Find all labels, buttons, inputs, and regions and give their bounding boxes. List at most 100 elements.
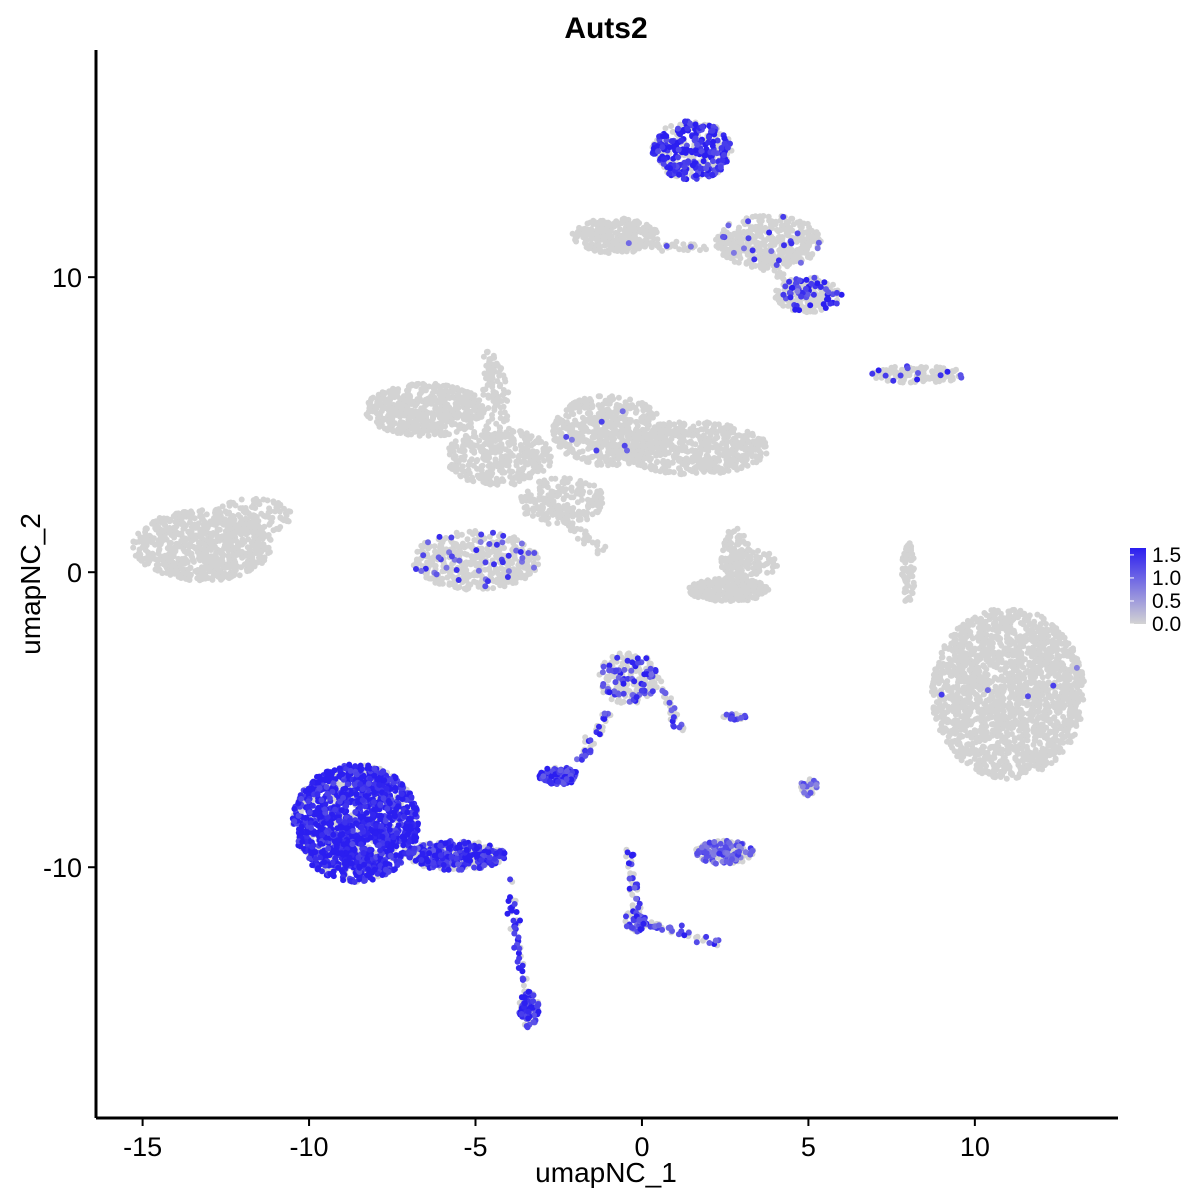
data-point bbox=[158, 519, 165, 526]
data-point bbox=[563, 492, 570, 499]
data-point bbox=[547, 507, 554, 514]
data-point bbox=[1052, 689, 1059, 696]
data-point bbox=[512, 445, 519, 452]
data-point bbox=[633, 407, 640, 414]
data-point bbox=[180, 509, 187, 516]
data-point bbox=[736, 440, 743, 447]
data-point bbox=[674, 445, 681, 452]
data-point bbox=[281, 505, 287, 512]
data-point bbox=[466, 528, 473, 535]
data-point bbox=[469, 555, 476, 562]
data-point bbox=[668, 431, 674, 437]
data-point bbox=[634, 453, 641, 460]
data-point bbox=[581, 454, 587, 461]
data-point bbox=[196, 539, 203, 546]
data-point bbox=[605, 409, 612, 416]
data-point bbox=[727, 594, 734, 601]
data-point bbox=[954, 682, 961, 689]
data-point bbox=[651, 464, 658, 471]
data-point bbox=[536, 479, 542, 485]
data-point bbox=[615, 406, 621, 413]
data-point bbox=[161, 560, 168, 567]
data-point bbox=[622, 399, 629, 406]
data-point bbox=[529, 512, 536, 519]
data-point bbox=[594, 499, 601, 506]
data-point bbox=[199, 507, 206, 514]
data-point bbox=[701, 592, 708, 599]
data-point bbox=[513, 458, 520, 465]
data-point bbox=[505, 389, 512, 396]
data-point bbox=[530, 507, 537, 514]
data-point bbox=[538, 438, 545, 445]
data-point bbox=[756, 438, 763, 445]
data-point bbox=[230, 499, 237, 506]
data-point bbox=[244, 544, 251, 551]
data-point bbox=[756, 447, 763, 454]
data-point bbox=[553, 435, 559, 442]
data-point bbox=[721, 432, 728, 439]
data-point bbox=[703, 423, 710, 430]
data-point bbox=[180, 525, 187, 532]
data-point bbox=[413, 408, 419, 415]
data-point bbox=[526, 459, 533, 466]
data-point bbox=[730, 462, 737, 468]
data-point bbox=[730, 429, 737, 436]
data-point bbox=[493, 461, 500, 468]
data-point bbox=[242, 515, 249, 522]
data-point bbox=[185, 543, 192, 550]
data-point bbox=[612, 427, 619, 434]
data-point bbox=[390, 428, 397, 435]
data-point bbox=[695, 420, 702, 427]
data-point bbox=[441, 432, 448, 439]
data-point bbox=[463, 400, 470, 407]
data-point bbox=[167, 516, 174, 523]
data-point bbox=[374, 410, 381, 417]
data-point bbox=[613, 442, 620, 449]
data-point bbox=[468, 561, 474, 568]
data-point bbox=[577, 425, 584, 432]
data-point bbox=[247, 513, 254, 520]
data-point bbox=[283, 512, 290, 519]
data-point bbox=[179, 566, 186, 573]
data-point bbox=[603, 437, 610, 443]
data-point bbox=[985, 646, 992, 652]
data-point bbox=[143, 525, 150, 532]
data-point bbox=[746, 582, 753, 589]
data-point bbox=[403, 406, 410, 413]
data-point bbox=[255, 498, 262, 505]
data-point bbox=[485, 552, 492, 559]
data-point bbox=[458, 456, 465, 463]
data-point bbox=[208, 533, 215, 540]
data-point bbox=[205, 575, 212, 581]
data-point bbox=[705, 437, 712, 444]
data-point bbox=[483, 448, 490, 455]
data-point bbox=[518, 474, 525, 481]
data-point bbox=[498, 456, 505, 463]
data-point bbox=[525, 493, 532, 500]
data-point bbox=[1026, 687, 1033, 694]
data-point bbox=[188, 528, 195, 535]
data-point bbox=[461, 426, 468, 433]
data-point bbox=[186, 572, 193, 579]
data-point bbox=[238, 496, 245, 503]
data-point bbox=[737, 592, 744, 599]
data-point bbox=[709, 596, 716, 603]
data-point bbox=[425, 545, 432, 552]
data-point bbox=[584, 398, 591, 404]
data-point bbox=[420, 419, 427, 426]
data-point bbox=[219, 549, 226, 556]
data-point bbox=[401, 402, 408, 409]
data-point bbox=[584, 516, 591, 523]
data-point bbox=[256, 554, 263, 561]
data-point bbox=[585, 438, 592, 445]
data-point bbox=[456, 447, 463, 454]
data-point bbox=[386, 416, 393, 423]
data-point bbox=[258, 548, 265, 555]
data-point bbox=[255, 538, 262, 545]
data-point bbox=[465, 585, 472, 592]
data-point bbox=[689, 432, 696, 439]
data-point bbox=[180, 513, 187, 520]
data-point bbox=[483, 474, 490, 481]
data-point bbox=[548, 475, 555, 482]
data-point bbox=[186, 513, 193, 520]
